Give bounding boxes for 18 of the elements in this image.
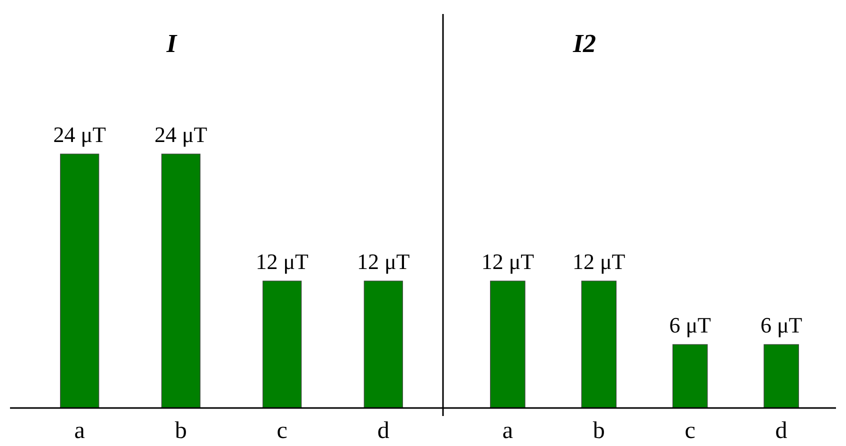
chart-title: I2	[572, 29, 596, 58]
data-label: 24 μT	[154, 122, 208, 147]
chart-title: I	[165, 29, 178, 58]
x-tick-label: a	[74, 418, 86, 444]
x-tick-label: b	[174, 418, 187, 444]
x-tick-label: c	[684, 418, 696, 444]
x-tick-label: d	[377, 418, 390, 444]
x-tick-label: d	[775, 418, 788, 444]
data-label: 12 μT	[357, 249, 410, 274]
data-label: 24 μT	[53, 122, 107, 147]
x-tick-label: b	[592, 418, 605, 444]
data-label: 12 μT	[256, 249, 310, 274]
x-tick-label: c	[276, 418, 288, 444]
data-label: 12 μT	[481, 249, 535, 274]
data-label: 6 μT	[669, 312, 712, 338]
x-tick-label: a	[502, 418, 514, 444]
data-label: 12 μT	[572, 249, 626, 274]
data-label: 6 μT	[760, 312, 803, 338]
